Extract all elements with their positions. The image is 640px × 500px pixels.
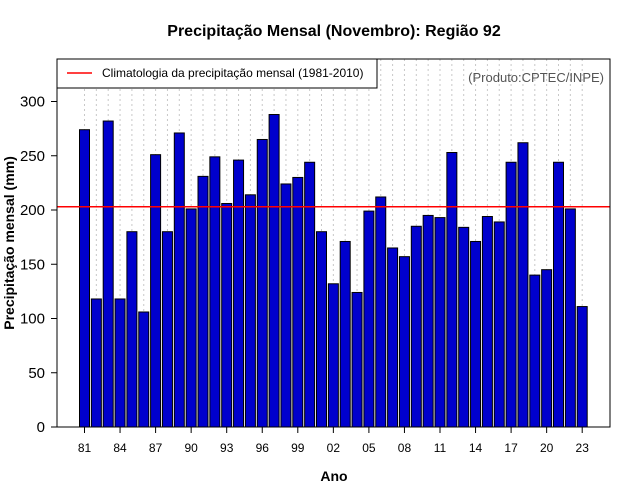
bar-22 [564, 208, 576, 428]
bar-87 [150, 154, 162, 428]
bar-16 [493, 221, 505, 428]
x-tick-label: 17 [504, 441, 518, 455]
chart-title: Precipitação Mensal (Novembro): Região 9… [167, 23, 501, 40]
bar-84 [114, 298, 126, 428]
bar-89 [173, 132, 185, 428]
y-axis-title: Precipitação mensal (mm) [1, 156, 17, 330]
bar-96 [256, 138, 268, 428]
bar-20 [541, 269, 553, 428]
x-tick-label: 90 [184, 441, 198, 455]
y-tick-label: 100 [20, 311, 45, 328]
legend: Climatologia da precipitação mensal (198… [56, 58, 378, 89]
bar-11 [434, 217, 446, 428]
bar-06 [375, 196, 387, 428]
bar-94 [233, 159, 245, 428]
bar-92 [209, 156, 221, 428]
bar-17 [505, 161, 517, 428]
bar-14 [470, 240, 482, 428]
bar-13 [458, 226, 470, 428]
y-axis: 0 50 100 150 200 250 300 [20, 94, 57, 436]
x-tick-label: 87 [149, 441, 163, 455]
y-tick-label: 0 [37, 419, 45, 436]
bar-03 [339, 240, 351, 428]
bar-08 [398, 256, 410, 428]
bar-04 [351, 291, 363, 428]
bar-05 [363, 210, 375, 428]
x-tick-label: 93 [220, 441, 234, 455]
bar-91 [197, 175, 209, 428]
x-tick-label: 96 [256, 441, 270, 455]
y-tick-label: 50 [28, 365, 45, 382]
bar-98 [280, 183, 292, 428]
y-tick-label: 300 [20, 94, 45, 111]
legend-box [56, 58, 378, 89]
bar-88 [161, 231, 173, 428]
x-tick-label: 99 [291, 441, 305, 455]
credit-text: (Produto:CPTEC/INPE) [468, 70, 604, 85]
bar-00 [304, 161, 316, 428]
bar-12 [446, 152, 458, 428]
x-tick-label: 23 [576, 441, 590, 455]
x-tick-label: 84 [113, 441, 127, 455]
bar-85 [126, 231, 138, 428]
x-tick-label: 81 [78, 441, 92, 455]
bar-99 [292, 176, 304, 428]
y-tick-label: 250 [20, 148, 45, 165]
x-tick-label: 08 [398, 441, 412, 455]
bar-23 [576, 306, 588, 428]
x-tick-label: 14 [469, 441, 483, 455]
x-tick-label: 11 [434, 441, 447, 455]
bar-93 [221, 202, 233, 428]
bar-15 [481, 216, 493, 428]
bar-09 [410, 225, 422, 428]
bar-18 [517, 142, 529, 428]
bar-10 [422, 214, 434, 428]
x-axis: 81 84 87 90 93 96 99 02 05 08 11 14 17 20 23 [78, 427, 589, 455]
x-tick-label: 20 [540, 441, 554, 455]
bar-21 [553, 161, 564, 428]
bar-95 [244, 194, 256, 428]
bar-07 [387, 247, 399, 428]
x-axis-title: Ano [320, 468, 347, 484]
y-tick-label: 200 [20, 202, 45, 219]
bar-19 [529, 274, 541, 428]
bar-02 [327, 283, 339, 428]
bar-90 [185, 208, 197, 428]
x-tick-label: 05 [362, 441, 376, 455]
x-tick-label: 02 [327, 441, 341, 455]
bar-01 [316, 231, 327, 428]
bar-81 [79, 129, 90, 428]
bar-83 [102, 120, 114, 428]
legend-label: Climatologia da precipitação mensal (198… [102, 66, 363, 80]
y-tick-label: 150 [20, 256, 45, 273]
bar-82 [90, 298, 102, 428]
bar-86 [138, 311, 150, 428]
bar-97 [268, 114, 280, 428]
bar-series [79, 114, 588, 428]
